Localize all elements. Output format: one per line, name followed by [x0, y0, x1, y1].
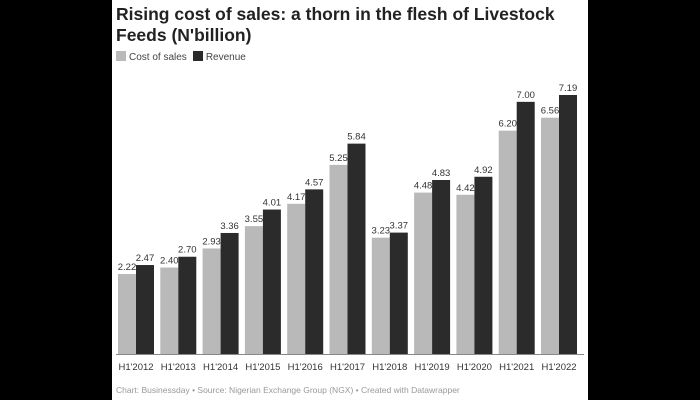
legend-label: Cost of sales: [129, 52, 187, 63]
data-label: 6.56: [541, 106, 560, 117]
bar-cost-of-sales: [202, 248, 221, 354]
bar-cost-of-sales: [329, 164, 348, 354]
bar-revenue: [516, 101, 535, 354]
data-label: 7.19: [559, 83, 578, 94]
data-label: 4.01: [263, 198, 282, 209]
bar-revenue: [474, 176, 493, 354]
x-tick-label: H1'2012: [118, 362, 153, 373]
bar-cost-of-sales: [287, 203, 306, 354]
data-label: 3.23: [372, 226, 391, 237]
data-label: 7.00: [516, 90, 535, 101]
data-label: 2.22: [118, 262, 137, 273]
data-label: 5.25: [329, 153, 348, 164]
data-label: 4.42: [456, 183, 475, 194]
bar-cost-of-sales: [118, 274, 136, 354]
bar-revenue: [136, 265, 154, 354]
x-tick-label: H1'2016: [288, 362, 323, 373]
x-tick-label: H1'2015: [245, 362, 280, 373]
chart-title: Rising cost of sales: a thorn in the fle…: [116, 4, 555, 45]
x-tick-label: H1'2018: [372, 362, 407, 373]
legend-item-cost-of-sales: Cost of sales: [116, 51, 187, 63]
data-label: 6.20: [498, 119, 517, 130]
bar-revenue: [432, 180, 451, 354]
bar-cost-of-sales: [414, 192, 433, 354]
legend-item-revenue: Revenue: [192, 51, 246, 63]
data-label: 2.70: [178, 245, 197, 256]
data-label: 4.83: [432, 168, 451, 179]
bar-cost-of-sales: [498, 130, 517, 354]
bar-revenue: [220, 232, 239, 354]
bar-revenue: [389, 232, 408, 354]
bar-cost-of-sales: [371, 237, 390, 354]
data-label: 4.48: [414, 181, 433, 192]
data-label: 2.47: [136, 253, 155, 264]
chart-footer: Chart: Businessday • Source: Nigerian Ex…: [116, 385, 460, 395]
bar-revenue: [305, 189, 324, 354]
bar-revenue: [559, 95, 577, 354]
bar-cost-of-sales: [244, 226, 263, 354]
legend-label: Revenue: [205, 52, 246, 63]
legend: Cost of sales Revenue: [116, 51, 246, 63]
bar-revenue: [347, 143, 366, 354]
x-tick-label: H1'2017: [330, 362, 365, 373]
data-label: 3.37: [390, 221, 409, 232]
data-label: 4.57: [305, 177, 324, 188]
x-tick-label: H1'2020: [457, 362, 492, 373]
data-label: 5.84: [347, 132, 366, 143]
bar-chart: 2.222.47 H1'2012 2.402.70 H1'2013 2.93 3.36 H1…: [116, 83, 584, 373]
data-label: 4.17: [287, 192, 306, 203]
bar-cost-of-sales: [456, 194, 475, 354]
x-tick-label: H1'2019: [415, 362, 450, 373]
bar-revenue: [178, 256, 197, 354]
bar-revenue: [262, 209, 281, 354]
x-tick-label: H1'2022: [541, 362, 576, 373]
data-label: 3.55: [245, 214, 264, 225]
data-label: 4.92: [474, 165, 493, 176]
data-label: 2.40: [160, 256, 179, 267]
legend-swatch-cost-of-sales: [116, 51, 126, 61]
x-tick-label: H1'2013: [161, 362, 196, 373]
data-label: 2.93: [202, 236, 221, 247]
bar-cost-of-sales: [160, 267, 179, 354]
bar-cost-of-sales: [541, 117, 559, 354]
data-label: 3.36: [220, 221, 239, 232]
x-tick-label: H1'2021: [499, 362, 534, 373]
x-tick-label: H1'2014: [203, 362, 238, 373]
legend-swatch-revenue: [192, 51, 203, 61]
chart-card: Rising cost of sales: a thorn in the fle…: [112, 0, 588, 400]
